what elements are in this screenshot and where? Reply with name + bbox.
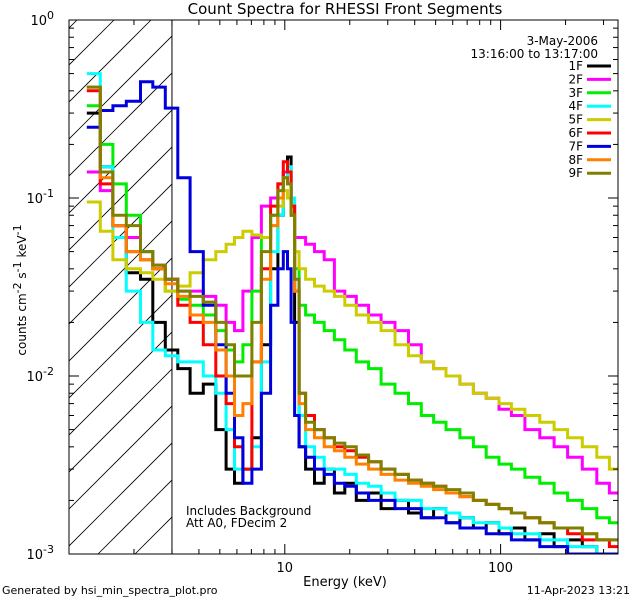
legend-date: 3-May-2006 xyxy=(527,34,598,48)
hatch-line xyxy=(579,20,640,554)
annotation-attenuator: Att A0, FDecim 2 xyxy=(186,516,287,530)
hatch-line xyxy=(69,35,172,140)
series-4F-line xyxy=(86,72,618,554)
y-axis-label-exp-2: -1 xyxy=(11,261,24,272)
plot-frame xyxy=(68,19,619,555)
x-tick-label: 10 xyxy=(277,561,294,576)
legend-label-7F: 7F xyxy=(568,139,583,153)
legend-label-4F: 4F xyxy=(568,99,583,113)
series-1F-line xyxy=(86,111,618,554)
hatch-line xyxy=(69,405,172,510)
legend-label-6F: 6F xyxy=(568,126,583,140)
hatch-line xyxy=(69,220,172,325)
legend-label-3F: 3F xyxy=(568,86,583,100)
footer-generated-by: Generated by hsi_min_spectra_plot.pro xyxy=(2,584,218,597)
hatch-line xyxy=(320,20,640,554)
legend-label-5F: 5F xyxy=(568,113,583,127)
y-axis-label-part-2: s xyxy=(15,272,29,282)
footer-date: 11-Apr-2023 13:21 xyxy=(527,584,630,597)
legend: 3-May-2006 13:16:00 to 13:17:00 1F2F3F4F… xyxy=(471,34,611,180)
chart-title: Count Spectra for RHESSI Front Segments xyxy=(188,0,503,18)
y-axis-label-part-1: counts cm xyxy=(15,293,29,355)
axis-ticks: 10 100 100 10-1 10-2 10-3 xyxy=(26,9,618,576)
hatch-line xyxy=(394,20,640,554)
hatch-line xyxy=(468,20,640,554)
legend-label-1F: 1F xyxy=(568,59,583,73)
hatch-line xyxy=(69,442,172,547)
series-2F-line xyxy=(86,170,618,495)
y-axis-label-exp-1: -2 xyxy=(11,282,24,293)
x-axis-label: Energy (keV) xyxy=(303,575,387,590)
y-tick-label: 10-1 xyxy=(26,187,54,207)
x-tick-label: 100 xyxy=(488,561,513,576)
series-8F-line xyxy=(86,85,618,542)
hatch-line xyxy=(69,257,172,362)
legend-label-2F: 2F xyxy=(568,72,583,86)
series-9F-line xyxy=(86,85,618,542)
y-axis-label-part-3: keV xyxy=(15,235,29,262)
hatch-line xyxy=(69,146,172,251)
y-axis-label: counts cm-2 s-1 keV-1 xyxy=(11,224,29,355)
legend-label-8F: 8F xyxy=(568,153,583,167)
y-axis-label-exp-3: -1 xyxy=(11,224,24,235)
series-3F-line xyxy=(86,104,618,525)
y-tick-label: 10-3 xyxy=(26,543,54,563)
y-tick-label: 100 xyxy=(30,9,54,29)
hatch-line xyxy=(431,20,640,554)
hatch-line xyxy=(616,20,640,554)
annotation-background: Includes Background xyxy=(186,504,311,518)
series-7F-line xyxy=(86,80,618,554)
hatch-line xyxy=(542,20,640,554)
series-layer xyxy=(86,72,618,554)
legend-time-range: 13:16:00 to 13:17:00 xyxy=(471,47,598,61)
legend-label-9F: 9F xyxy=(568,166,583,180)
hatch-line xyxy=(69,72,172,177)
series-5F-line xyxy=(86,189,618,471)
hatch-line xyxy=(283,20,640,554)
hatch-line xyxy=(0,20,3,554)
hatch-line xyxy=(69,183,172,288)
y-tick-label: 10-2 xyxy=(26,365,54,385)
hatch-line xyxy=(69,368,172,473)
